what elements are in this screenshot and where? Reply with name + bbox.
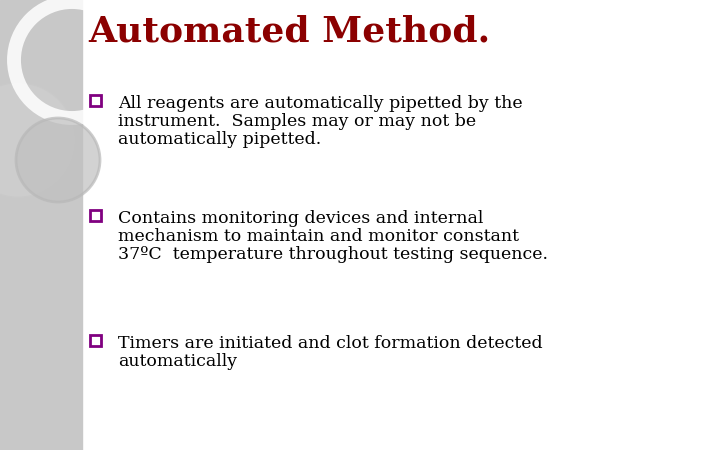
Text: Automated Method.: Automated Method. [88, 15, 490, 49]
Circle shape [16, 118, 100, 202]
Text: automatically: automatically [118, 353, 237, 370]
Text: All reagents are automatically pipetted by the: All reagents are automatically pipetted … [118, 95, 523, 112]
Text: automatically pipetted.: automatically pipetted. [118, 131, 321, 148]
FancyBboxPatch shape [90, 95, 101, 106]
FancyBboxPatch shape [90, 210, 101, 221]
Text: Timers are initiated and clot formation detected: Timers are initiated and clot formation … [118, 335, 543, 352]
Text: Contains monitoring devices and internal: Contains monitoring devices and internal [118, 210, 483, 227]
Text: instrument.  Samples may or may not be: instrument. Samples may or may not be [118, 113, 476, 130]
Text: mechanism to maintain and monitor constant: mechanism to maintain and monitor consta… [118, 228, 519, 245]
Text: 37ºC  temperature throughout testing sequence.: 37ºC temperature throughout testing sequ… [118, 246, 548, 263]
Bar [0, 0, 82, 450]
FancyBboxPatch shape [90, 335, 101, 346]
Circle shape [0, 82, 76, 198]
